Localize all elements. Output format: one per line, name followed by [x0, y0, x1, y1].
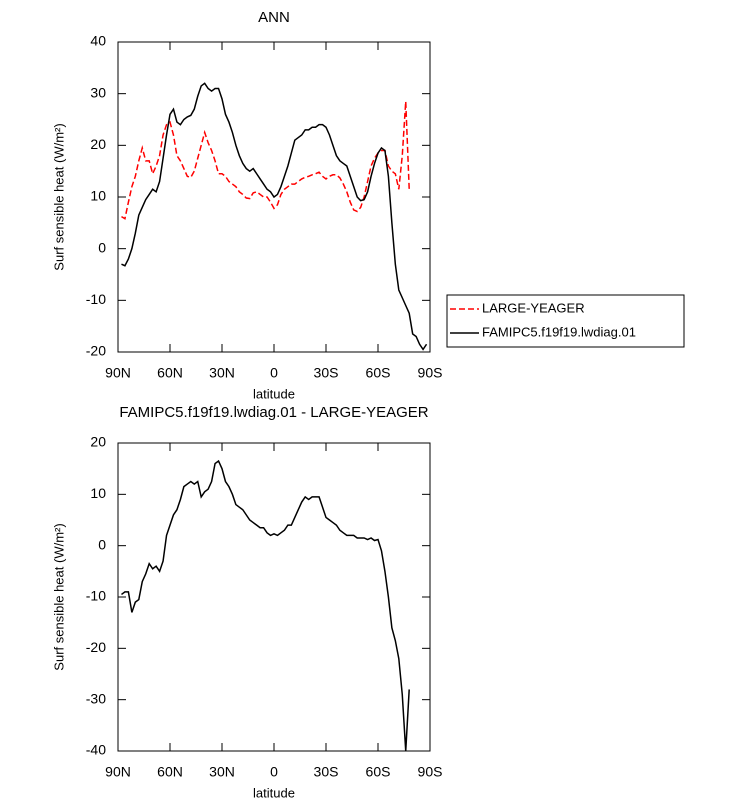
x-tick-label: 30S [314, 365, 339, 381]
x-tick-label: 90N [105, 764, 131, 780]
y-tick-label: -10 [86, 291, 106, 307]
legend-label: LARGE-YEAGER [482, 300, 585, 315]
x-tick-label: 30N [209, 365, 235, 381]
y-axis-label: Surf sensible heat (W/m²) [51, 123, 66, 270]
y-tick-label: 10 [90, 485, 106, 501]
x-tick-label: 30N [209, 764, 235, 780]
y-tick-label: -20 [86, 639, 106, 655]
legend-label: FAMIPC5.f19f19.lwdiag.01 [482, 324, 636, 339]
data-line [121, 82, 428, 351]
y-tick-label: -10 [86, 588, 106, 604]
data-line [121, 101, 410, 220]
chart-title: ANN [258, 9, 290, 26]
y-tick-label: 30 [90, 84, 106, 100]
data-line [121, 459, 410, 752]
y-tick-label: 10 [90, 188, 106, 204]
x-tick-label: 0 [270, 764, 278, 780]
x-tick-label: 60N [157, 764, 183, 780]
y-tick-label: 20 [90, 136, 106, 152]
x-tick-label: 0 [270, 365, 278, 381]
y-tick-label: 0 [98, 536, 106, 552]
x-tick-label: 90S [418, 764, 443, 780]
x-tick-label: 60S [366, 764, 391, 780]
x-tick-label: 90N [105, 365, 131, 381]
chart-title: FAMIPC5.f19f19.lwdiag.01 - LARGE-YEAGER [119, 404, 428, 421]
y-tick-label: 20 [90, 434, 106, 450]
x-tick-label: 30S [314, 764, 339, 780]
x-tick-label: 60S [366, 365, 391, 381]
x-axis-label: latitude [253, 386, 295, 401]
y-tick-label: -30 [86, 690, 106, 706]
y-tick-label: -20 [86, 343, 106, 359]
plot-frame [117, 442, 431, 752]
x-axis-label: latitude [253, 785, 295, 800]
y-axis-label: Surf sensible heat (W/m²) [51, 523, 66, 670]
y-tick-label: -40 [86, 742, 106, 758]
y-tick-label: 0 [98, 239, 106, 255]
legend-box [446, 294, 685, 348]
x-tick-label: 60N [157, 365, 183, 381]
y-tick-label: 40 [90, 33, 106, 49]
x-tick-label: 90S [418, 365, 443, 381]
